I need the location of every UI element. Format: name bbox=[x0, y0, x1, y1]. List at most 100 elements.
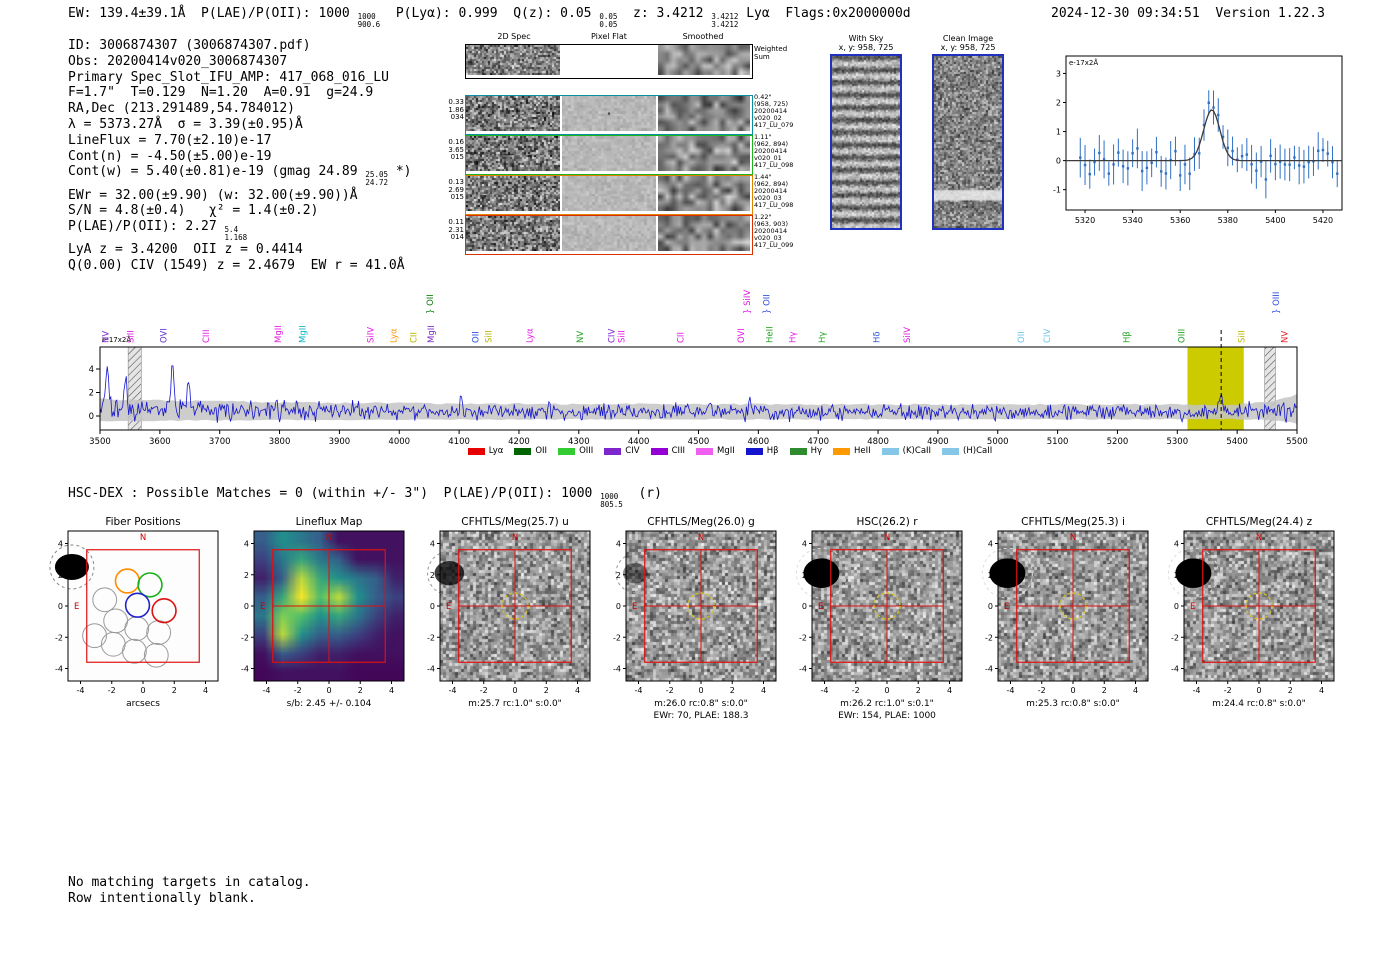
x-tick-label: 2 bbox=[358, 686, 363, 695]
data-point bbox=[1140, 169, 1144, 173]
spec2d-strip-smoothed bbox=[658, 176, 750, 211]
leftlabel-line: 034 bbox=[450, 113, 464, 122]
text-segment: (r) bbox=[622, 486, 662, 501]
line-marker-oiii: } OIII bbox=[1272, 292, 1282, 314]
info-line: EWr = 32.00(±9.90) (w: 32.00(±9.90))Å bbox=[68, 188, 411, 204]
star-mask-outline bbox=[427, 550, 472, 596]
north-label: N bbox=[1070, 533, 1076, 543]
data-point bbox=[1136, 147, 1139, 150]
x-tick-label: -2 bbox=[480, 686, 488, 695]
text-segment: RA,Dec (213.291489,54.784012) bbox=[68, 101, 295, 117]
ghost-fiber bbox=[122, 638, 147, 664]
x-tick-label: -2 bbox=[1224, 686, 1232, 695]
x-tick-label: -2 bbox=[294, 686, 302, 695]
spec2d-col-title: Pixel Flat bbox=[591, 32, 627, 41]
rightlabel-line: 0.42" bbox=[754, 93, 772, 101]
x-tick-label: 2 bbox=[544, 686, 549, 695]
line-marker-nv: NV bbox=[101, 331, 111, 343]
data-point bbox=[1164, 172, 1168, 175]
x-tick-label: 5100 bbox=[1047, 437, 1069, 447]
data-point bbox=[1240, 154, 1244, 158]
fiber-plot-bg bbox=[68, 531, 218, 681]
panel-caption-1: s/b: 2.45 +/- 0.104 bbox=[287, 699, 372, 709]
panel-title: CFHTLS/Meg(25.7) u bbox=[461, 516, 568, 528]
panel-title: CFHTLS/Meg(26.0) g bbox=[647, 516, 755, 528]
legend-swatch bbox=[942, 447, 960, 455]
east-label: E bbox=[1004, 602, 1009, 612]
text-segment: z: 3.4212 bbox=[617, 6, 712, 21]
hsc-dex-match-line: HSC-DEX : Possible Matches = 0 (within +… bbox=[68, 486, 662, 509]
legend-item: HeII bbox=[833, 446, 871, 456]
line-marker-siii: SiII bbox=[484, 330, 494, 343]
footer-line: No matching targets in catalog. bbox=[68, 875, 311, 890]
x-tick-label: -4 bbox=[263, 686, 271, 695]
stacked-sub: 0.05 bbox=[599, 19, 618, 29]
spec2d-strip-2dspec bbox=[466, 176, 560, 211]
line-marker-heii: HeII bbox=[766, 326, 776, 343]
data-point bbox=[1288, 163, 1291, 166]
north-label: N bbox=[1256, 533, 1262, 543]
with-sky-block: With Sky x, y: 958, 725 bbox=[828, 34, 908, 230]
legend-swatch bbox=[650, 447, 668, 455]
info-line: λ = 5373.27Å σ = 3.39(±0.95)Å bbox=[68, 117, 411, 133]
y-tick-label: 4 bbox=[89, 365, 94, 375]
panel-caption-1: m:25.3 rc:0.8" s:0.0" bbox=[1026, 699, 1120, 709]
y-tick-label: 0 bbox=[616, 602, 621, 611]
text-segment: F=1.7" T=0.129 N=1.20 A=0.91 g=24.9 bbox=[68, 85, 374, 101]
data-point bbox=[1150, 161, 1153, 165]
x-tick-label: 4400 bbox=[628, 437, 650, 447]
data-point bbox=[1283, 163, 1287, 166]
text-segment: P(LAE)/P(OII): 2.27 bbox=[68, 219, 225, 235]
with-sky-coords: x, y: 958, 725 bbox=[838, 43, 894, 52]
rightlabel-line: 20200414 bbox=[754, 147, 788, 155]
header-summary-line: EW: 139.4±39.1Å P(LAE)/P(OII): 1000 1000… bbox=[68, 6, 911, 29]
spec2d-strip-pixelflat bbox=[562, 96, 656, 131]
info-line: Obs: 20200414v020_3006874307 bbox=[68, 54, 411, 70]
leftlabel-line: 2.31 bbox=[448, 225, 464, 234]
data-point bbox=[1317, 149, 1320, 153]
data-point bbox=[1269, 154, 1272, 158]
x-tick-label: -4 bbox=[449, 686, 457, 695]
y-tick-label: -2 bbox=[799, 633, 807, 642]
panel-caption-1: m:25.7 rc:1.0" s:0.0" bbox=[468, 699, 562, 709]
line-marker-civ: CIV bbox=[608, 329, 618, 343]
north-label: N bbox=[140, 533, 146, 543]
panel-caption-1: m:26.2 rc:1.0" s:0.1" bbox=[840, 699, 934, 709]
y-tick-label: 2 bbox=[89, 389, 94, 399]
y-tick-label: 3 bbox=[1056, 69, 1061, 78]
star-blob bbox=[803, 558, 840, 588]
y-tick-label: 2 bbox=[58, 571, 63, 580]
stacked-sub: 805.5 bbox=[600, 499, 623, 509]
spec2d-row-leftlabel: 0.11 2.31 014 bbox=[440, 218, 464, 242]
leftlabel-line: 015 bbox=[450, 153, 464, 162]
spec2d-strip-pixelflat bbox=[562, 176, 656, 211]
rightlabel-line: 1.22" bbox=[754, 213, 772, 221]
data-point bbox=[1179, 174, 1182, 177]
info-line: LyA z = 3.4200 OII z = 0.4414 bbox=[68, 242, 411, 258]
star-mask-outline bbox=[1167, 547, 1219, 599]
line-marker-siii: SiII bbox=[1237, 330, 1247, 343]
x-tick-label: -2 bbox=[1038, 686, 1046, 695]
line-marker-nv: NV bbox=[576, 331, 586, 343]
x-tick-label: 4 bbox=[1319, 686, 1324, 695]
cutout-panels-row: Fiber Positions N E -4 -4 -2 -2 0 0 2 2 4 4 arcsecs Li… bbox=[40, 515, 1385, 730]
x-tick-label: 4000 bbox=[388, 437, 410, 447]
x-tick-label: -4 bbox=[1193, 686, 1201, 695]
x-tick-label: 0 bbox=[326, 686, 331, 695]
x-tick-label: -2 bbox=[852, 686, 860, 695]
stacked-sup: 0.05 bbox=[599, 12, 618, 21]
stacked-sup: 25.05 bbox=[365, 170, 388, 180]
stacked-value: 1000 900.6 bbox=[358, 13, 381, 28]
spec2d-col-title: Smoothed bbox=[682, 32, 724, 41]
panel-cutout-4: HSC(26.2) r N E -4 -4 -2 -2 0 0 2 2 4 4 m:26.2 rc:1.0… bbox=[795, 516, 963, 721]
data-point bbox=[1326, 152, 1329, 155]
info-line: S/N = 4.8(±0.4) χ² = 1.4(±0.2) bbox=[68, 203, 411, 219]
x-tick-label: 4200 bbox=[508, 437, 530, 447]
text-segment: Q(0.00) CIV (1549) z = 2.4679 EW r = 41.… bbox=[68, 258, 405, 274]
line-marker-hβ: Hβ bbox=[1122, 331, 1132, 343]
line-marker-hγ: Hγ bbox=[818, 332, 828, 343]
legend-swatch bbox=[745, 447, 763, 455]
text-segment: LyA z = 3.4200 OII z = 0.4414 bbox=[68, 242, 303, 258]
y-tick-label: 2 bbox=[616, 571, 621, 580]
text-segment: Cont(n) = -4.50(±5.00)e-19 bbox=[68, 148, 272, 164]
